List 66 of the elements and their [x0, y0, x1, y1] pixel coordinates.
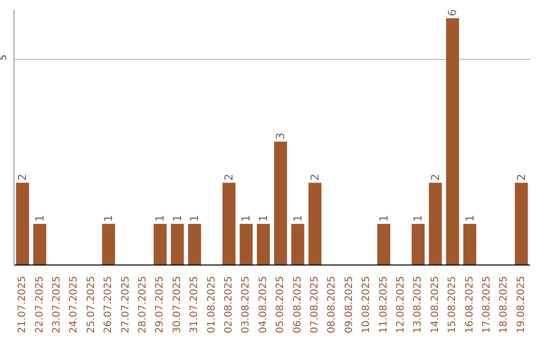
data-label: 2 [222, 174, 236, 181]
bar [256, 224, 270, 265]
data-label: 2 [308, 174, 322, 181]
x-tick-label: 28.07.2025 [138, 276, 148, 334]
bar [188, 224, 202, 265]
x-tick-label: 26.07.2025 [103, 276, 114, 334]
data-label: 1 [154, 214, 167, 222]
x-tick-label: 05.08.2025 [275, 276, 286, 334]
bar [16, 182, 30, 265]
x-tick-label: 09.08.2025 [344, 276, 355, 334]
x-tick-label: 07.08.2025 [310, 276, 320, 334]
bar [102, 224, 116, 265]
bar [170, 224, 184, 265]
x-tick-label: 31.07.2025 [189, 276, 200, 334]
data-label: 1 [240, 214, 253, 222]
data-label: 1 [33, 214, 46, 222]
x-tick-label: 03.08.2025 [240, 276, 252, 334]
x-tick-label: 04.08.2025 [258, 276, 269, 334]
x-tick-label: 22.07.2025 [34, 276, 46, 334]
bar [222, 182, 236, 265]
bar [514, 182, 528, 265]
data-label: 2 [16, 174, 30, 181]
bar [446, 18, 460, 265]
data-label: 1 [291, 214, 304, 222]
x-tick-label: 02.08.2025 [224, 276, 234, 334]
x-tick-label: 13.08.2025 [412, 276, 424, 334]
bar [240, 224, 253, 265]
data-label: 6 [446, 9, 460, 16]
data-label: 1 [463, 214, 476, 222]
x-tick-label: 01.08.2025 [206, 276, 218, 334]
bar [33, 224, 46, 265]
x-tick-label: 14.08.2025 [430, 276, 441, 334]
bar [274, 142, 288, 265]
bar [291, 224, 304, 265]
x-tick-label: 23.07.2025 [52, 276, 62, 334]
data-label: 1 [412, 214, 425, 222]
data-label: 1 [102, 214, 116, 222]
bar [428, 182, 442, 265]
x-tick-label: 10.08.2025 [361, 276, 372, 334]
bar [412, 224, 425, 265]
x-tick-label: 08.08.2025 [326, 276, 338, 334]
data-label: 1 [170, 214, 184, 222]
x-tick-label: 29.07.2025 [154, 276, 166, 334]
x-tick-label: 19.08.2025 [516, 276, 527, 334]
bar [308, 182, 322, 265]
bar [154, 224, 167, 265]
x-tick-label: 30.07.2025 [172, 276, 183, 334]
x-tick-label: 24.07.2025 [68, 276, 80, 334]
data-label: 1 [188, 214, 202, 222]
data-label: 3 [274, 132, 288, 140]
data-label: 1 [377, 214, 390, 222]
x-tick-label: 21.07.2025 [17, 276, 28, 334]
data-label: 1 [256, 214, 270, 222]
x-tick-label: 12.08.2025 [396, 276, 406, 334]
x-tick-label: 16.08.2025 [464, 276, 476, 334]
x-tick-label: 17.08.2025 [482, 276, 492, 334]
x-tick-label: 18.08.2025 [498, 276, 510, 334]
data-label: 2 [514, 174, 528, 181]
x-tick-label: 06.08.2025 [292, 276, 304, 334]
bar [463, 224, 476, 265]
x-tick-label: 15.08.2025 [447, 276, 458, 334]
x-tick-label: 11.08.2025 [378, 276, 390, 334]
bar [377, 224, 390, 265]
x-tick-label: 27.07.2025 [120, 276, 132, 334]
x-tick-label: 25.07.2025 [86, 276, 97, 334]
data-label: 2 [428, 174, 442, 181]
